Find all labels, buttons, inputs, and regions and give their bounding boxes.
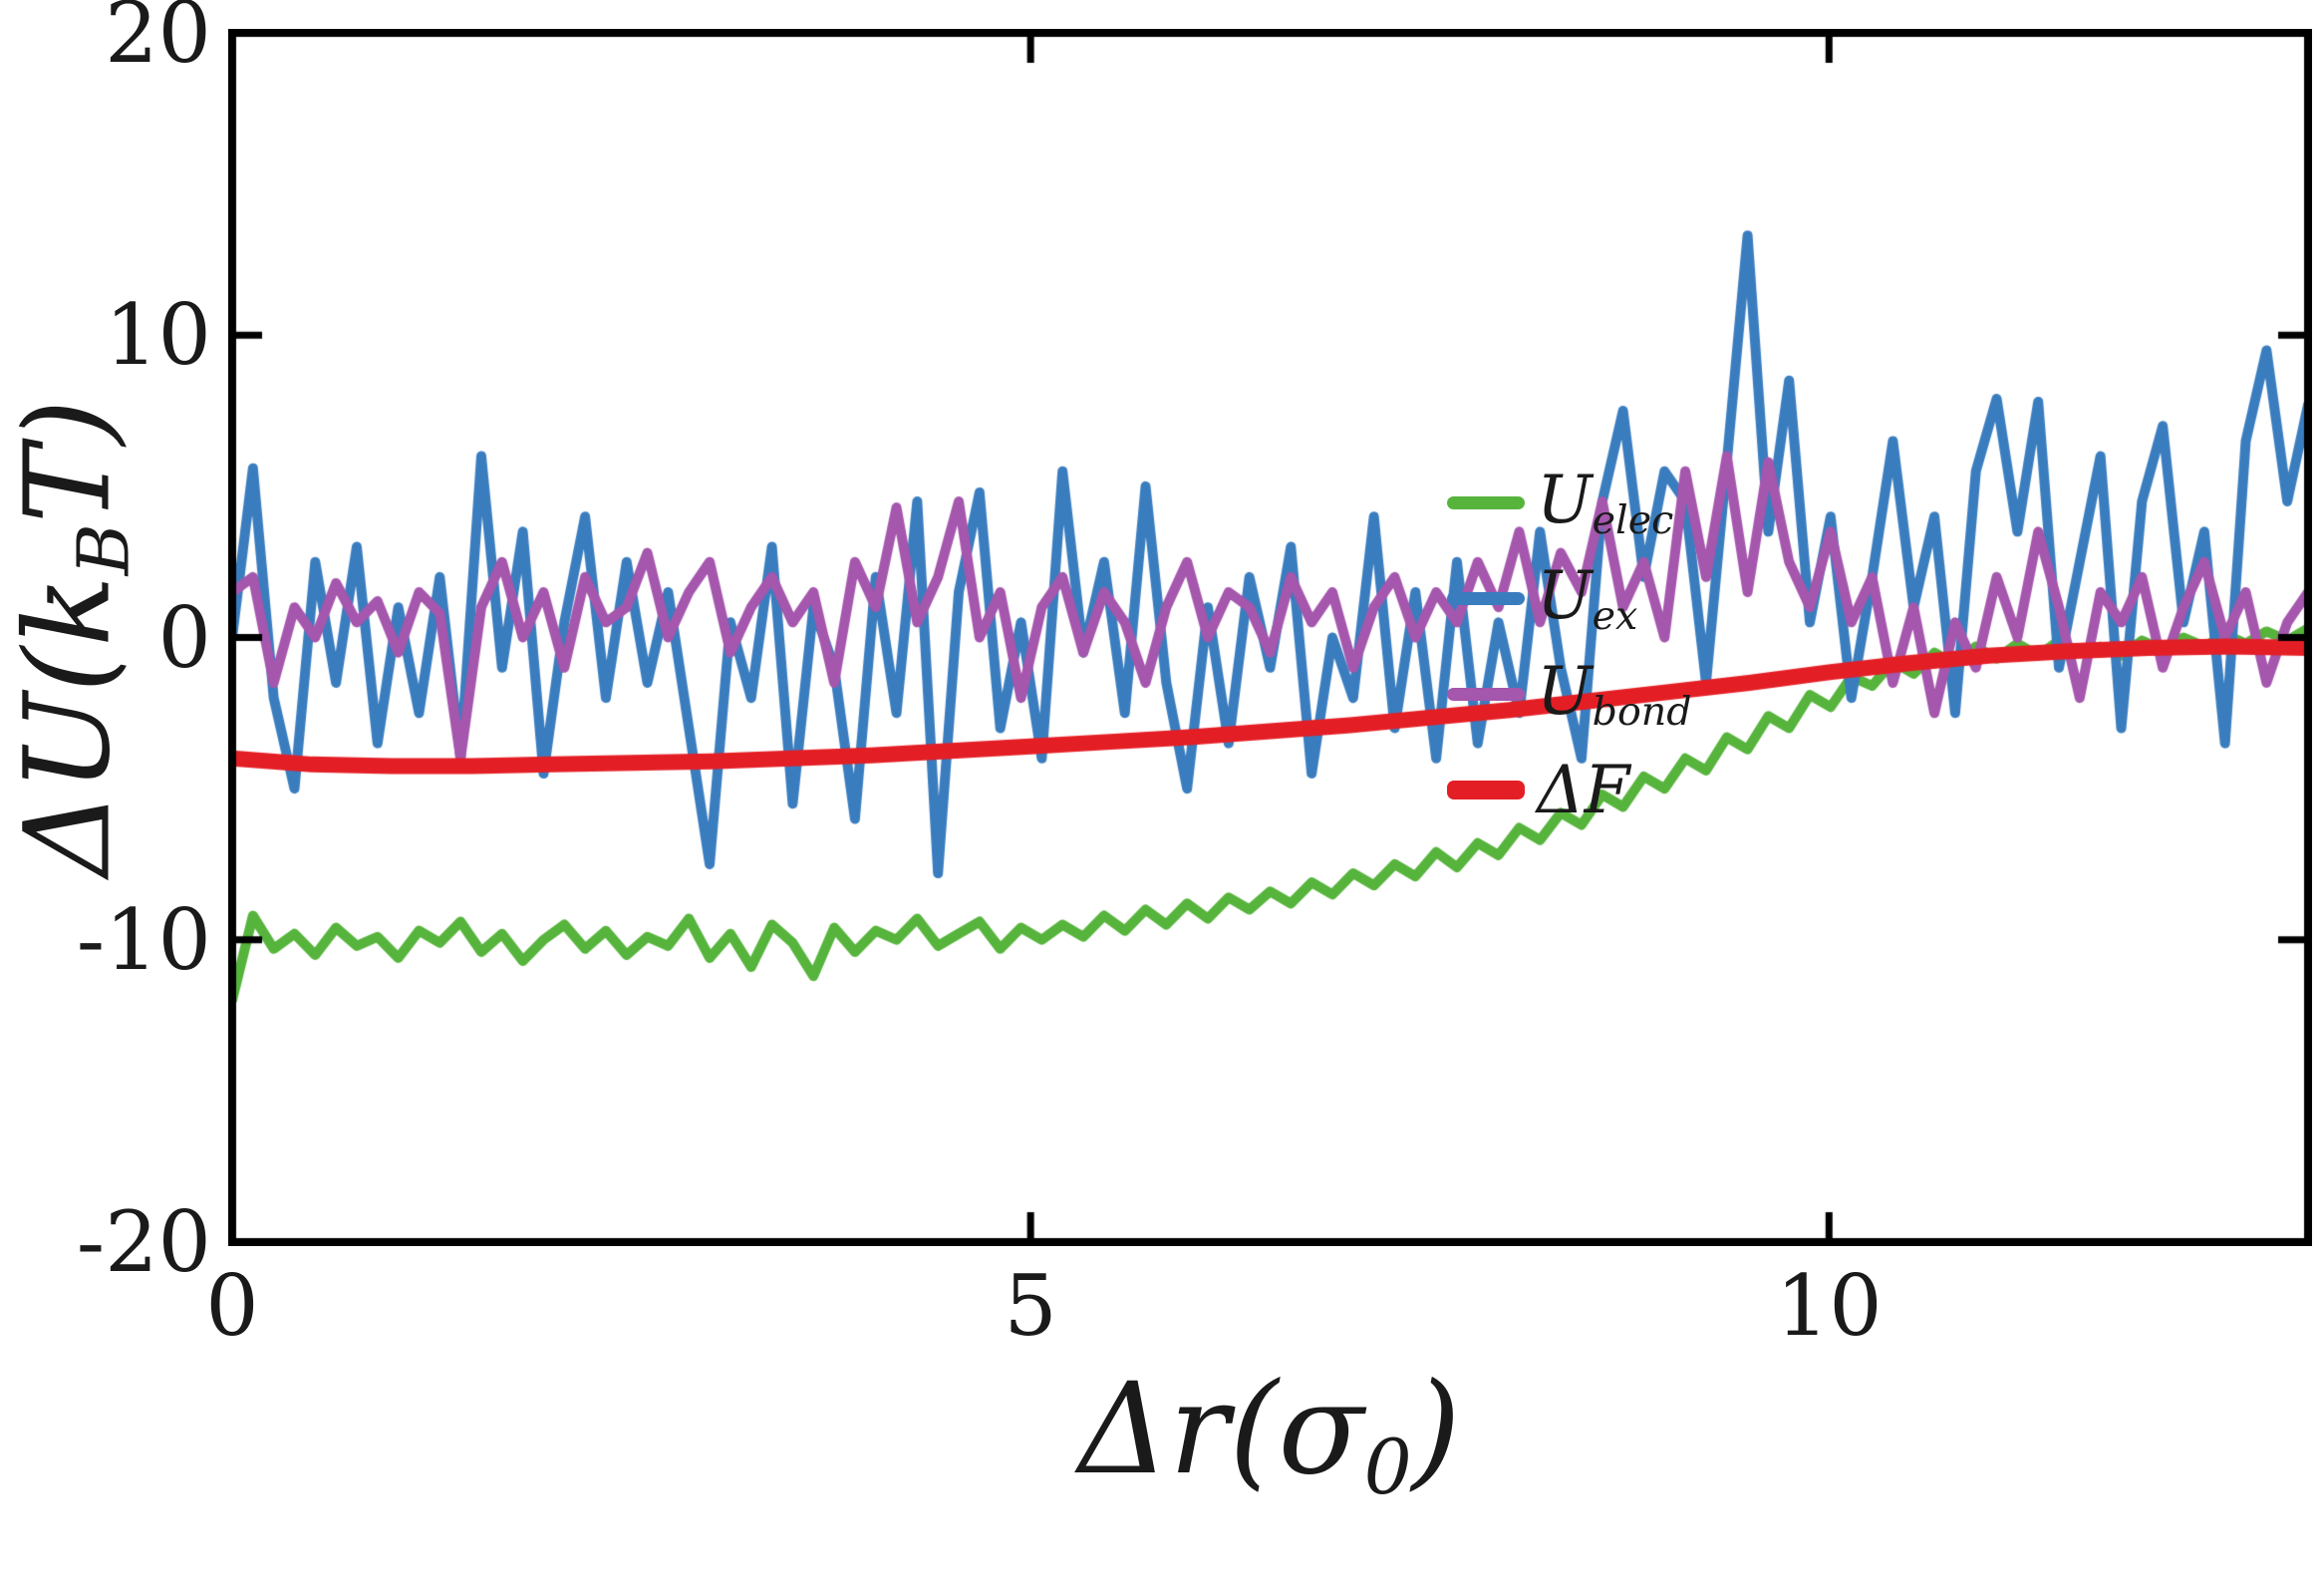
x-tick-label: 5 [1004,1257,1057,1355]
legend-swatch [1447,591,1525,605]
x-tick-label: 0 [205,1257,259,1355]
legend-swatch [1447,780,1525,799]
y-tick-label: 20 [105,0,211,82]
legend-item: Uex [1447,557,1692,639]
legend-label: ΔF [1537,751,1630,828]
legend-item: Uelec [1447,462,1692,543]
x-tick-label: 10 [1775,1257,1883,1355]
x-axis-label-pre: Δr(σ [1078,1356,1364,1502]
y-tick-label: -20 [76,1193,211,1291]
legend-item: Ubond [1447,653,1692,735]
y-axis-label-sub: B [62,523,145,576]
x-axis-label: Δr(σ0) [1078,1356,1461,1511]
legend: Uelec Uex Ubond ΔF [1447,462,1692,849]
x-axis-label-post: ) [1411,1356,1461,1502]
legend-swatch [1447,687,1525,701]
y-tick-label: 0 [157,588,211,687]
legend-swatch [1447,495,1525,509]
plot-canvas [228,29,2312,1246]
legend-label: Uex [1537,556,1638,640]
legend-label: Ubond [1537,652,1692,736]
y-axis-label-post: T) [0,399,137,524]
y-tick-label: -10 [76,890,211,989]
legend-item: ΔF [1447,751,1692,828]
legend-label: Uelec [1537,461,1674,544]
y-tick-label: 10 [105,286,211,385]
x-axis-label-sub: 0 [1363,1424,1412,1512]
